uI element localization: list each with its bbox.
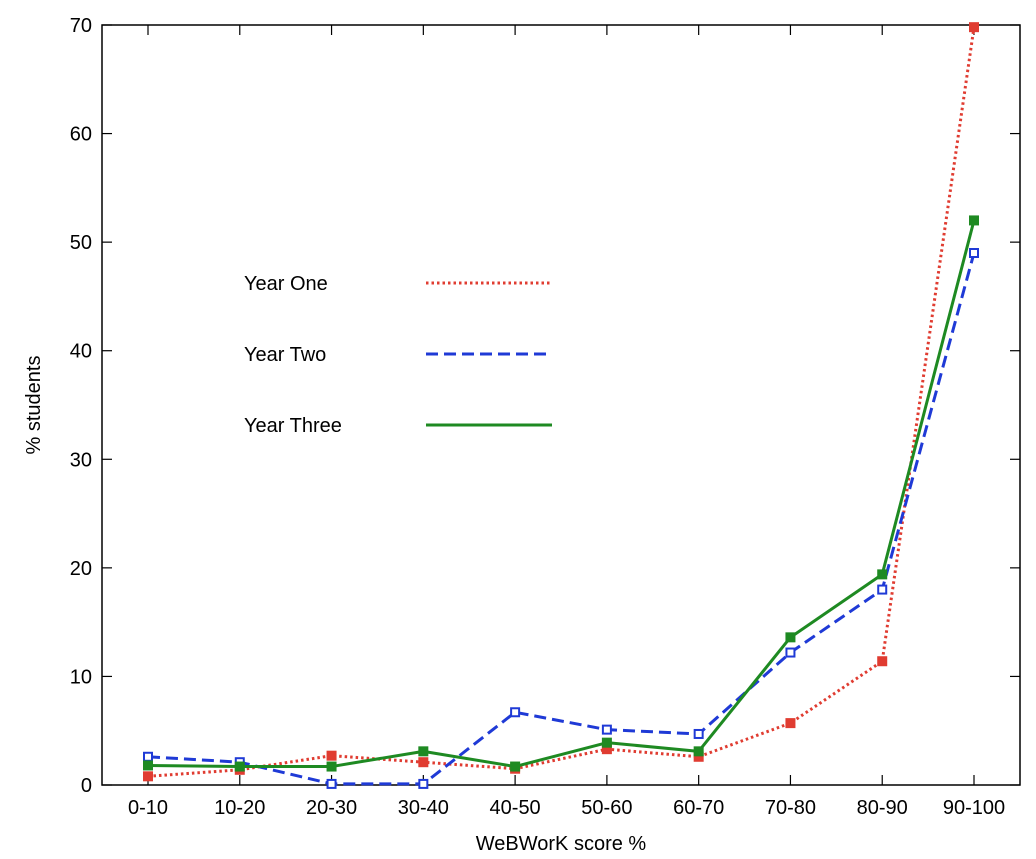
data-point [143,751,153,762]
x-tick-label: 20-30 [306,797,357,819]
data-point [969,22,979,33]
series-line [147,220,976,769]
x-tick-label: 50-60 [581,797,632,819]
data-point [143,760,153,771]
x-tick-label: 30-40 [398,797,449,819]
data-point [326,750,337,761]
y-axis-title: % students [23,356,45,455]
data-point [877,584,888,595]
y-tick-label: 60 [70,124,92,146]
data-point [601,737,612,748]
series-line [147,26,976,778]
data-point [418,757,429,768]
y-tick-label: 0 [81,775,92,797]
x-tick-label: 90-100 [943,797,1005,819]
data-point [693,746,704,757]
data-point [326,778,337,789]
x-axis-title: WeBWorK score % [476,833,647,855]
x-tick-label: 80-90 [857,797,908,819]
x-tick-label: 0-10 [128,797,168,819]
y-tick-label: 50 [70,232,92,254]
data-point [785,647,796,658]
data-point [877,569,888,580]
series-year-two [143,248,979,789]
data-point [510,707,521,718]
data-point [418,746,429,757]
legend: Year One Year Two Year Three [244,273,552,437]
data-point [877,656,888,667]
y-tick-label: 10 [70,666,92,688]
data-point [693,728,704,739]
series-year-one [143,22,979,782]
data-point [143,771,153,782]
data-point [785,632,796,643]
data-point [326,761,337,772]
x-tick-label: 60-70 [673,797,724,819]
y-tick-label: 70 [70,15,92,37]
series-layer [143,22,979,789]
data-point [234,761,245,772]
x-tick-label: 40-50 [490,797,541,819]
data-point [785,718,796,729]
series-line [147,252,976,786]
plot-frame [101,24,1021,786]
y-tick-label: 30 [70,449,92,471]
data-point [969,248,979,258]
legend-label: Year Two [244,344,326,366]
data-point [510,761,521,772]
legend-label: Year One [244,273,328,295]
y-axis-ticks: 0 10 20 30 40 50 60 70 [70,15,1020,797]
legend-label: Year Three [244,415,342,437]
x-tick-label: 70-80 [765,797,816,819]
series-year-three [143,215,979,772]
x-tick-label: 10-20 [214,797,265,819]
data-point [601,724,612,735]
x-axis-ticks: 0-10 10-20 20-30 30-40 40-50 50-60 60-70 70-80 8… [128,25,1005,819]
data-point [969,215,979,226]
y-tick-label: 40 [70,341,92,363]
y-tick-label: 20 [70,558,92,580]
data-point [418,778,429,789]
